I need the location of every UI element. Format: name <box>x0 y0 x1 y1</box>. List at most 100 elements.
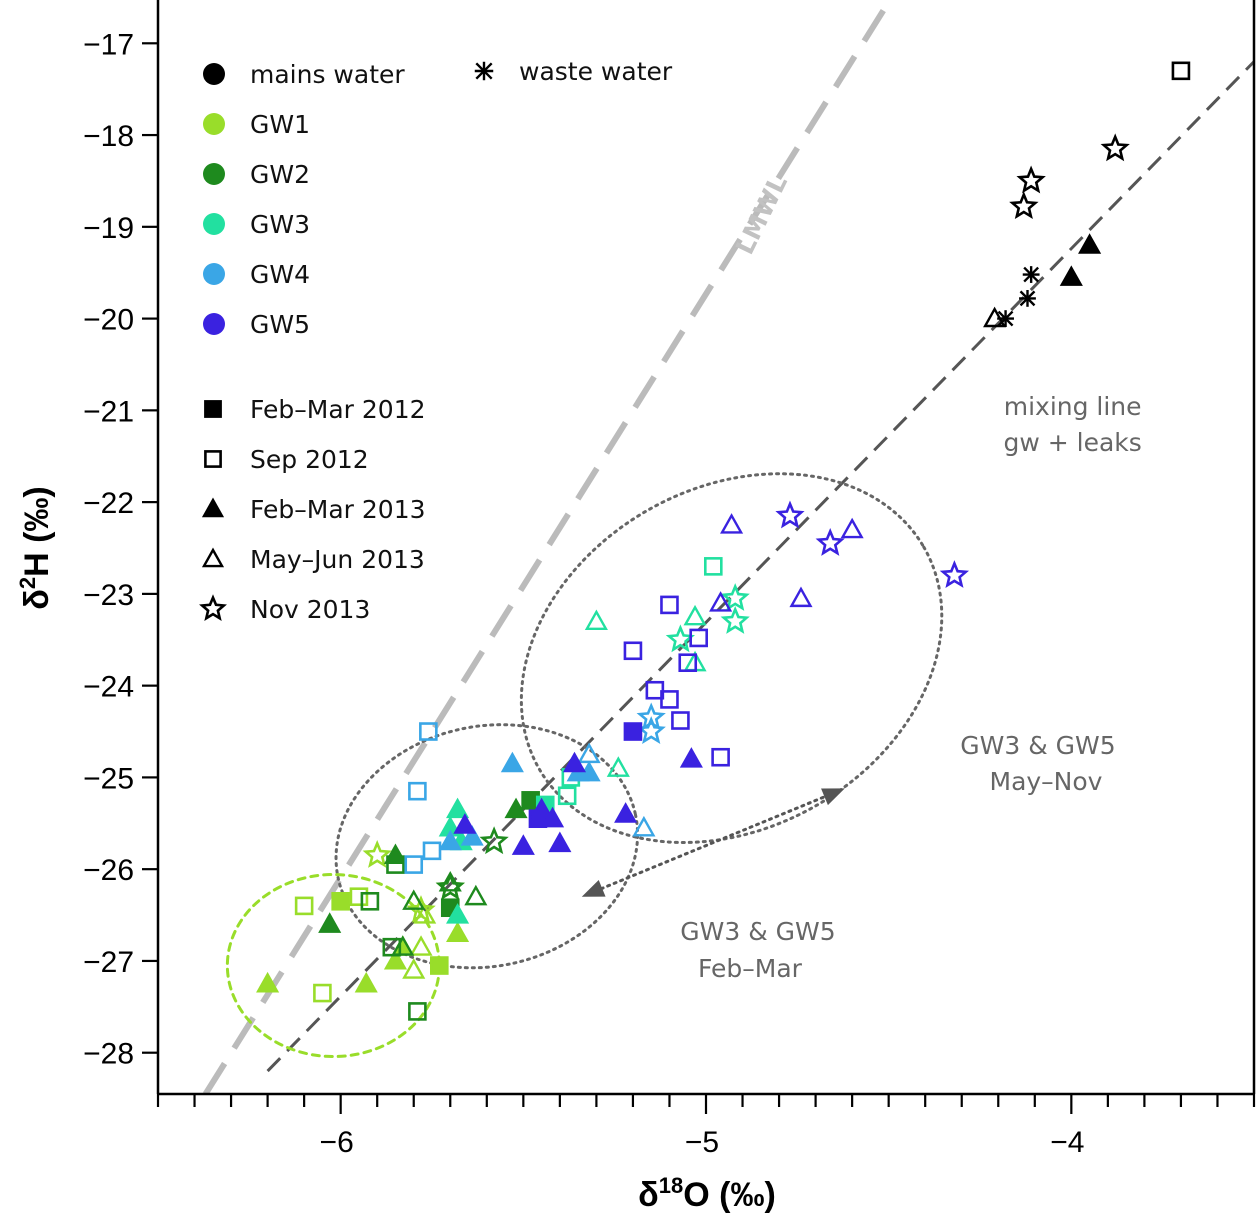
data-point-triangle-open <box>577 742 601 764</box>
legend-entry-gw2: GW2 <box>203 160 310 189</box>
legend-entry-gw5: GW5 <box>203 310 310 339</box>
data-point-triangle-open <box>683 604 707 626</box>
feb-mar-ellipse <box>334 723 640 970</box>
y-tick-label: −19 <box>83 212 134 245</box>
data-point-triangle-filled <box>562 751 587 773</box>
legend-entry-mains-water: mains water <box>203 60 405 89</box>
y-tick-label: −24 <box>83 671 134 704</box>
series-gw2-triangle <box>391 870 488 956</box>
data-point-square-open <box>349 887 369 907</box>
data-point-triangle-filled <box>511 834 535 855</box>
series-mains-water-square <box>1171 61 1191 81</box>
data-point-square-open <box>404 855 424 874</box>
series-gw4-star <box>636 702 666 744</box>
legend-label: mains water <box>250 60 405 89</box>
data-point-triangle-filled <box>1059 265 1083 286</box>
data-point-star-open <box>406 895 436 923</box>
legend-label: GW3 <box>250 210 310 239</box>
data-point-square-open <box>422 841 442 861</box>
data-point-triangle-filled <box>383 843 408 865</box>
data-point-triangle-open <box>720 513 744 534</box>
data-point-square-open <box>557 786 577 806</box>
series-gw4-square <box>404 722 442 874</box>
data-point-triangle-filled <box>446 921 470 943</box>
y-title-part: H (‰) <box>18 486 56 577</box>
data-point-triangle-filled <box>256 971 280 993</box>
data-point-triangle-filled <box>460 825 484 846</box>
feb-mar-label-2: Feb–Mar <box>698 954 803 983</box>
data-point-cross-open <box>1019 290 1036 307</box>
data-point-square-open <box>671 711 690 730</box>
legend-marker-circle <box>203 213 225 235</box>
series-gw5-triangle <box>453 747 703 855</box>
x-tick-label: −5 <box>685 1126 719 1159</box>
data-point-triangle-open <box>709 591 733 612</box>
legend-entry-gw3: GW3 <box>203 210 310 239</box>
data-point-triangle-open <box>402 958 426 979</box>
data-point-star-open <box>636 702 666 731</box>
data-point-square-filled <box>331 891 350 911</box>
legend: mains water waste water GW1 GW2 GW3 GW4 GW5 Feb… <box>199 57 673 624</box>
data-point-triangle-filled <box>530 797 554 819</box>
x-title-part: O (‰) <box>683 1176 776 1214</box>
arrow-head-start <box>581 880 606 897</box>
data-point-triangle-filled <box>1078 233 1102 254</box>
lmwl-label: LMWL <box>730 170 793 259</box>
legend-label: May–Jun 2013 <box>250 545 425 574</box>
data-point-triangle-filled <box>383 948 408 970</box>
data-point-square-open <box>711 747 730 767</box>
data-point-triangle-open <box>464 884 488 906</box>
legend-marker-circle <box>203 163 225 185</box>
series-gw5-star <box>775 500 970 588</box>
legend-label: GW4 <box>250 260 310 289</box>
legend-marker-triangle <box>201 547 225 568</box>
data-point-star-open <box>775 500 805 529</box>
legend-marker-square <box>204 400 222 418</box>
data-point-cross-open <box>1022 266 1040 283</box>
legend-marker-star <box>199 594 227 621</box>
legend-label: waste water <box>519 57 673 86</box>
y-tick-label: −21 <box>83 395 134 428</box>
y-tick-label: −22 <box>83 487 134 520</box>
data-point-square-open <box>419 722 438 741</box>
legend-marker-square <box>204 450 222 468</box>
legend-label: GW1 <box>250 110 310 139</box>
series-mains-water-triangle <box>1059 233 1102 286</box>
y-tick-label: −23 <box>83 579 134 612</box>
legend-label: Feb–Mar 2013 <box>250 495 426 524</box>
legend-entry-waste-water: waste water <box>474 57 673 86</box>
series-gw2-square <box>360 855 427 1021</box>
legend-label: GW5 <box>250 310 310 339</box>
legend-entry-gw4: GW4 <box>203 260 310 289</box>
feb-mar-label: GW3 & GW5 <box>680 917 835 946</box>
data-point-triangle-open <box>391 935 415 956</box>
may-nov-label-2: May–Nov <box>990 767 1103 796</box>
data-point-triangle-open <box>632 815 656 837</box>
mixing-line-label: mixing line <box>1004 392 1142 421</box>
arrow-line <box>593 792 834 893</box>
y-tick-label: −27 <box>83 946 134 979</box>
data-point-triangle-filled <box>614 802 638 823</box>
data-point-star-open <box>720 606 750 634</box>
series-gw5-square <box>623 595 730 767</box>
series-gw3-triangle <box>438 797 473 924</box>
legend-marker-circle <box>203 263 225 285</box>
data-point-square-open <box>704 557 723 576</box>
data-point-square-open <box>689 628 708 648</box>
data-point-triangle-open <box>413 903 437 924</box>
data-point-triangle-open <box>409 935 433 956</box>
data-point-square-open <box>678 653 698 673</box>
data-point-square-open <box>360 891 380 911</box>
legend-entry-period: Sep 2012 <box>204 445 369 474</box>
series-gw4-triangle <box>577 742 656 837</box>
x-tick-label: −4 <box>1050 1126 1084 1159</box>
may-nov-label: GW3 & GW5 <box>960 731 1115 760</box>
legend-entry-period: Feb–Mar 2012 <box>204 395 426 424</box>
mixing-line-label-2: gw + leaks <box>1003 428 1141 457</box>
data-point-triangle-filled <box>541 806 565 828</box>
data-point-triangle-open <box>438 870 462 892</box>
series-gw2-triangle <box>318 797 528 933</box>
y-tick-label: −20 <box>83 304 134 337</box>
data-point-star-open <box>1009 191 1039 220</box>
